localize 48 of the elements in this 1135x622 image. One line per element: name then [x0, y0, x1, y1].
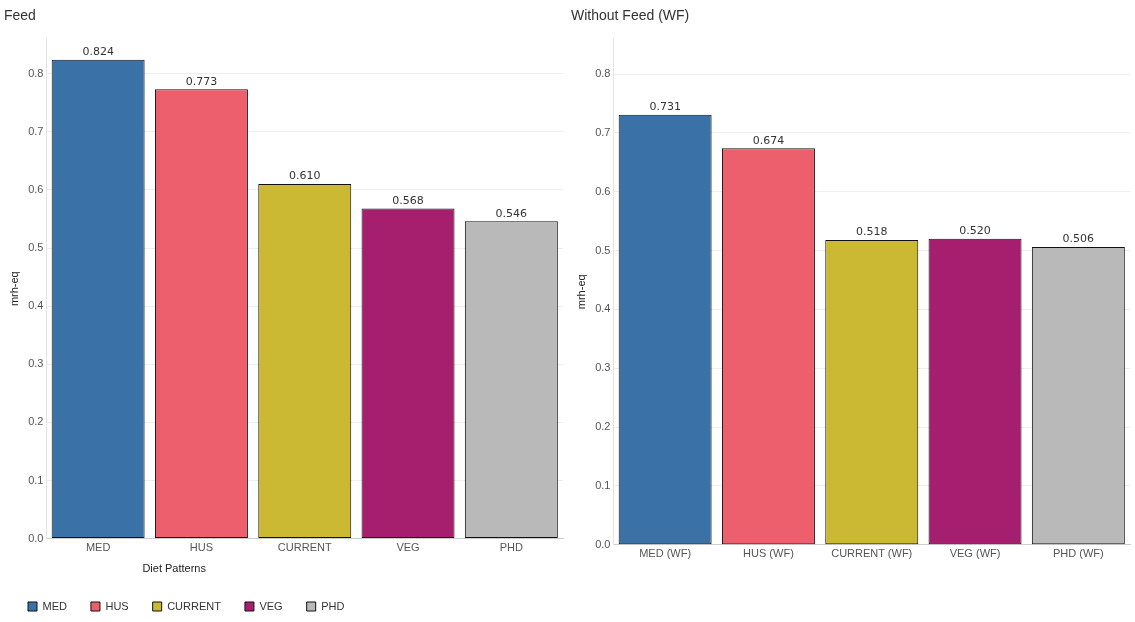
legend-label: VEG — [259, 599, 283, 612]
y-tick-label: 0.8 — [28, 66, 44, 79]
legend-label: MED — [42, 599, 67, 612]
y-tick-label: 0.7 — [28, 124, 44, 137]
y-tick-label: 0.8 — [595, 67, 611, 80]
x-tick-label: VEG — [396, 541, 420, 554]
data-label: 0.731 — [649, 100, 681, 114]
data-label: 0.610 — [289, 169, 321, 183]
x-tick-label: HUS (WF) — [743, 547, 794, 560]
legend-label: HUS — [105, 599, 129, 612]
y-tick-label: 0.1 — [595, 478, 611, 491]
y-tick-label: 0.5 — [28, 241, 44, 254]
data-label: 0.674 — [752, 133, 785, 147]
y-tick-label: 0.3 — [28, 357, 44, 370]
data-label: 0.520 — [959, 224, 991, 238]
y-tick-label: 0.4 — [28, 299, 44, 312]
y-tick-label: 0.6 — [595, 184, 611, 197]
x-tick-label: MED — [85, 541, 111, 554]
legend-label: CURRENT — [167, 599, 222, 612]
y-tick-label: 0.0 — [595, 537, 611, 550]
chart-title: Without Feed (WF) — [571, 7, 690, 24]
y-axis-title: mrh-eq — [7, 271, 20, 307]
data-label: 0.518 — [856, 225, 888, 239]
legend-label: PHD — [321, 599, 345, 612]
x-tick-label: PHD — [499, 541, 524, 554]
y-tick-label: 0.3 — [595, 361, 611, 374]
x-tick-label: HUS — [189, 541, 214, 554]
x-tick-label: CURRENT — [277, 541, 332, 554]
legend-title: Diet Patterns — [142, 562, 207, 575]
y-tick-label: 0.4 — [595, 302, 611, 315]
x-tick-label: VEG (WF) — [949, 547, 1001, 560]
data-label: 0.568 — [392, 193, 424, 207]
y-tick-label: 0.0 — [28, 531, 44, 544]
x-tick-label: MED (WF) — [639, 547, 692, 560]
y-tick-label: 0.2 — [28, 415, 44, 428]
y-tick-label: 0.7 — [595, 125, 611, 138]
y-tick-label: 0.2 — [595, 420, 611, 433]
y-tick-label: 0.5 — [595, 243, 611, 256]
y-axis-title: mrh-eq — [574, 274, 587, 310]
chart-title: Feed — [4, 7, 36, 24]
x-tick-label: PHD (WF) — [1052, 547, 1104, 560]
x-tick-label: CURRENT (WF) — [831, 547, 913, 560]
data-label: 0.773 — [185, 74, 218, 88]
data-label: 0.824 — [82, 45, 114, 59]
y-tick-label: 0.6 — [28, 182, 44, 195]
y-tick-label: 0.1 — [28, 473, 44, 486]
data-label: 0.546 — [495, 206, 528, 220]
data-label: 0.506 — [1062, 232, 1095, 246]
